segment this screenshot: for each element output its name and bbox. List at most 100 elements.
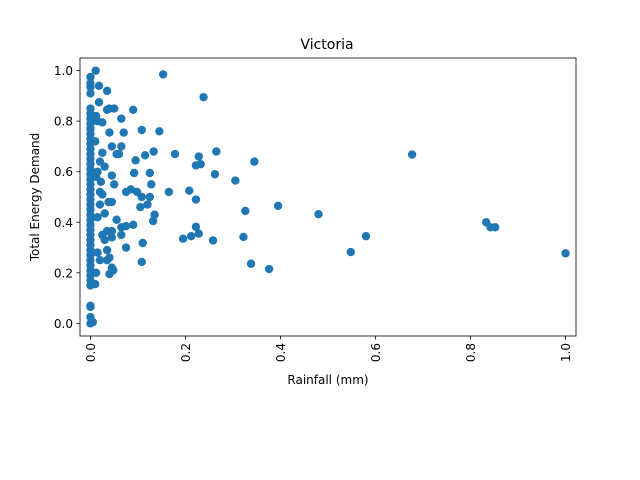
data-point: [241, 206, 250, 216]
data-point: [149, 147, 158, 156]
data-point: [110, 180, 119, 189]
y-axis-ticks: 0.0 0.2 0.4 0.6 0.8 1.0: [54, 64, 80, 331]
data-point: [239, 232, 248, 242]
data-point: [95, 255, 105, 265]
data-point: [129, 105, 138, 115]
data-point: [194, 152, 203, 161]
data-point: [119, 128, 128, 137]
data-point: [96, 177, 106, 187]
data-points: [86, 66, 570, 328]
data-point: [137, 257, 146, 267]
x-tick-label: 0.2: [179, 343, 193, 362]
data-point: [117, 223, 126, 232]
x-tick-label: 0.6: [369, 343, 383, 362]
data-point: [186, 231, 196, 241]
data-point: [196, 159, 205, 169]
data-point: [191, 195, 201, 204]
data-point: [117, 114, 126, 123]
data-point: [105, 128, 114, 137]
data-point: [94, 98, 104, 107]
data-point: [148, 216, 158, 226]
data-point: [346, 247, 355, 257]
data-point: [361, 231, 371, 241]
data-point: [86, 82, 95, 92]
data-point: [264, 264, 274, 274]
data-point: [140, 151, 150, 160]
data-point: [137, 125, 146, 135]
data-point: [212, 147, 221, 156]
data-point: [136, 202, 145, 212]
data-point: [231, 176, 240, 185]
data-point: [131, 156, 140, 165]
data-point: [164, 187, 174, 197]
data-point: [86, 302, 95, 312]
data-point: [199, 92, 208, 102]
data-point: [147, 180, 156, 189]
data-point: [100, 235, 109, 245]
data-point: [121, 187, 131, 197]
data-point: [407, 150, 417, 159]
data-point: [138, 238, 147, 248]
data-point: [93, 213, 102, 222]
x-axis-ticks: 0.0 0.2 0.4 0.6 0.8 1.0: [84, 336, 573, 362]
data-point: [102, 105, 112, 115]
x-tick-label: 1.0: [559, 343, 573, 362]
data-point: [194, 229, 203, 238]
data-point: [86, 89, 95, 98]
plot-frame: [79, 57, 577, 337]
data-point: [246, 259, 256, 268]
data-point: [107, 226, 117, 236]
data-point: [98, 118, 107, 127]
data-point: [314, 209, 323, 219]
data-point: [94, 81, 104, 91]
data-point: [137, 192, 146, 202]
data-point: [561, 249, 570, 258]
data-point: [145, 192, 155, 202]
data-point: [208, 236, 218, 245]
y-tick-label: 0.0: [54, 317, 73, 331]
data-point: [102, 245, 112, 255]
data-point: [91, 137, 100, 146]
data-point: [117, 230, 126, 240]
data-point: [129, 168, 139, 178]
data-point: [121, 243, 131, 252]
x-tick-label: 0.0: [84, 343, 98, 362]
data-point: [114, 149, 124, 159]
data-point: [102, 86, 112, 96]
y-tick-label: 0.2: [54, 266, 73, 280]
data-point: [191, 222, 201, 232]
y-tick-label: 0.4: [54, 216, 73, 230]
data-point: [86, 72, 95, 82]
data-point: [93, 248, 102, 257]
data-point: [98, 190, 107, 199]
x-tick-label: 0.4: [274, 343, 288, 362]
data-point: [155, 127, 164, 136]
data-point: [129, 220, 138, 229]
x-axis-label: Rainfall (mm): [287, 373, 368, 387]
data-point: [112, 215, 121, 224]
data-point: [109, 266, 118, 275]
data-point: [100, 162, 109, 171]
y-tick-label: 0.6: [54, 165, 73, 179]
data-point: [107, 233, 117, 242]
data-point: [143, 200, 152, 209]
data-point: [178, 234, 188, 243]
data-point: [158, 70, 168, 79]
data-point: [210, 170, 220, 179]
data-point: [107, 171, 117, 180]
data-point: [91, 66, 100, 75]
data-point: [117, 142, 126, 151]
data-point: [91, 279, 100, 289]
y-axis-label: Total Energy Demand: [28, 133, 42, 263]
data-point: [491, 223, 500, 232]
data-point: [273, 201, 283, 211]
data-point: [98, 148, 107, 157]
data-point: [88, 317, 98, 327]
data-point: [145, 168, 155, 178]
data-point: [110, 104, 119, 113]
y-tick-label: 0.8: [54, 115, 73, 129]
data-point: [95, 200, 105, 209]
data-point: [102, 255, 112, 265]
data-point: [185, 186, 194, 195]
